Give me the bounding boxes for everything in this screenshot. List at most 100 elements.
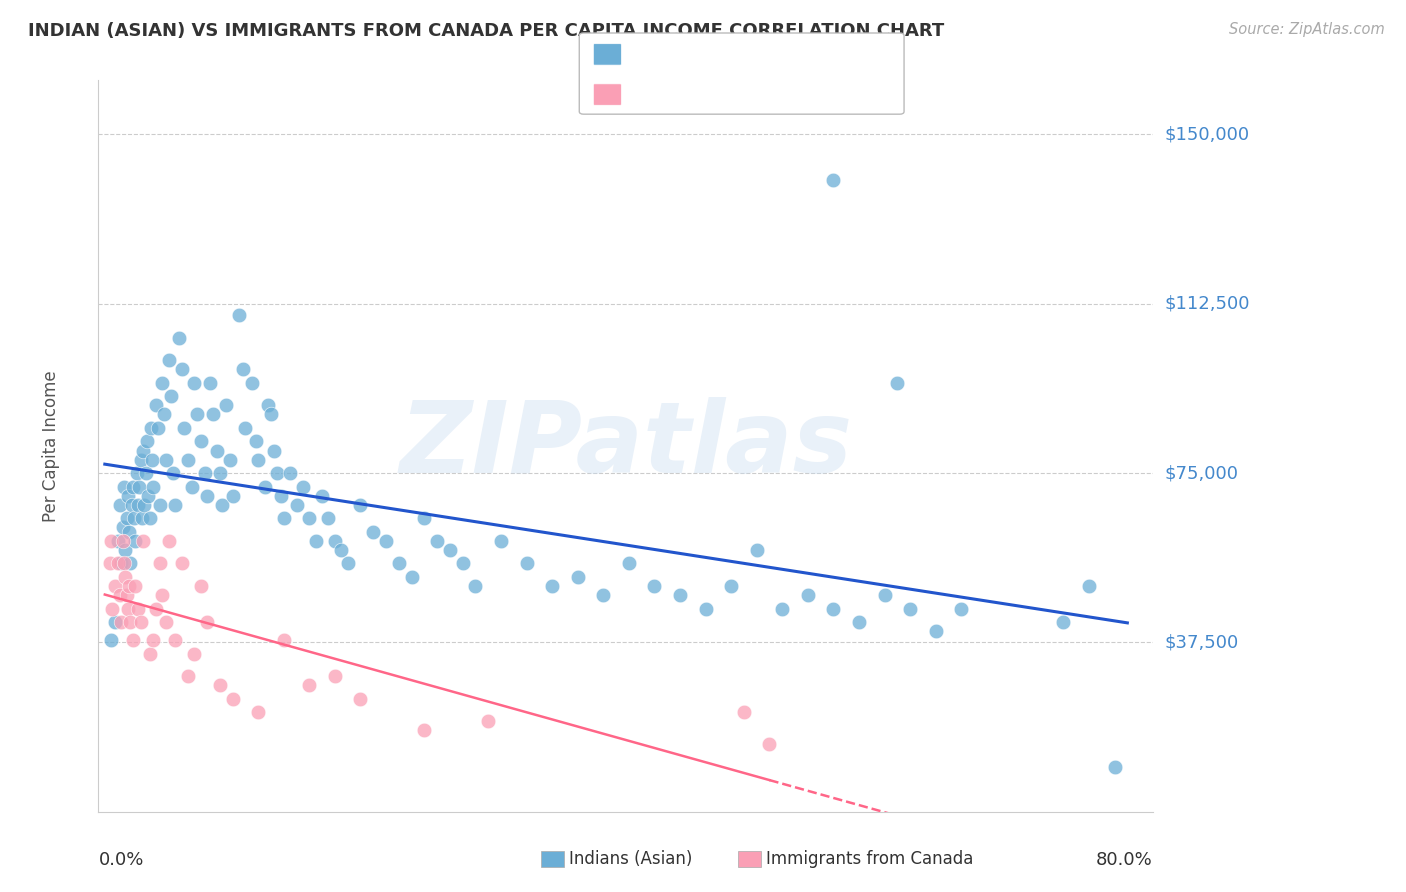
Point	[388, 557, 411, 571]
Point	[141, 452, 163, 467]
Point	[278, 466, 301, 480]
Point	[253, 480, 276, 494]
Point	[100, 533, 122, 548]
Point	[112, 480, 135, 494]
Point	[149, 498, 172, 512]
Point	[541, 579, 564, 593]
Point	[118, 524, 141, 539]
Point	[758, 737, 780, 751]
Point	[190, 434, 212, 449]
Point	[115, 588, 138, 602]
Point	[155, 615, 177, 629]
Point	[127, 601, 149, 615]
Point	[349, 498, 371, 512]
Point	[160, 389, 183, 403]
Point	[215, 398, 238, 412]
Point	[108, 588, 131, 602]
Point	[886, 376, 908, 390]
Point	[273, 633, 295, 648]
Text: $112,500: $112,500	[1164, 294, 1250, 313]
Point	[135, 466, 157, 480]
Point	[1052, 615, 1074, 629]
Point	[162, 466, 184, 480]
Point	[127, 498, 149, 512]
Point	[477, 714, 499, 729]
Point	[110, 557, 132, 571]
Point	[131, 511, 153, 525]
Point	[413, 511, 436, 525]
Point	[165, 498, 187, 512]
Point	[221, 691, 243, 706]
Point	[167, 331, 190, 345]
Point	[311, 489, 333, 503]
Text: 80.0%: 80.0%	[1097, 851, 1153, 869]
Point	[157, 353, 180, 368]
Point	[138, 511, 160, 525]
Text: R = -0.241   N =  43: R = -0.241 N = 43	[628, 86, 811, 103]
Point	[117, 601, 139, 615]
Point	[183, 376, 205, 390]
Point	[232, 362, 254, 376]
Point	[669, 588, 692, 602]
Point	[108, 498, 131, 512]
Point	[142, 633, 165, 648]
Point	[193, 466, 215, 480]
Text: $150,000: $150,000	[1164, 126, 1249, 144]
Point	[489, 533, 512, 548]
Point	[1104, 759, 1126, 773]
Point	[150, 376, 173, 390]
Text: Immigrants from Canada: Immigrants from Canada	[766, 850, 973, 868]
Point	[413, 723, 436, 738]
Point	[211, 498, 233, 512]
Point	[198, 376, 221, 390]
Point	[104, 579, 127, 593]
Point	[426, 533, 449, 548]
Text: 0.0%: 0.0%	[98, 851, 143, 869]
Point	[375, 533, 398, 548]
Point	[305, 533, 328, 548]
Point	[101, 601, 124, 615]
Point	[260, 408, 283, 422]
Point	[617, 557, 640, 571]
Point	[924, 624, 946, 639]
Point	[270, 489, 292, 503]
Point	[291, 480, 314, 494]
Point	[115, 511, 138, 525]
Text: $37,500: $37,500	[1164, 633, 1239, 651]
Point	[451, 557, 474, 571]
Point	[330, 542, 353, 557]
Point	[145, 398, 167, 412]
Point	[247, 706, 270, 720]
Point	[145, 601, 167, 615]
Point	[114, 542, 136, 557]
Point	[120, 615, 142, 629]
Point	[180, 480, 202, 494]
Point	[228, 308, 250, 322]
Point	[120, 557, 142, 571]
Point	[132, 443, 155, 458]
Point	[134, 498, 156, 512]
Point	[266, 466, 288, 480]
Text: INDIAN (ASIAN) VS IMMIGRANTS FROM CANADA PER CAPITA INCOME CORRELATION CHART: INDIAN (ASIAN) VS IMMIGRANTS FROM CANADA…	[28, 22, 945, 40]
Point	[219, 452, 242, 467]
Point	[183, 647, 205, 661]
Point	[797, 588, 820, 602]
Point	[157, 533, 180, 548]
Point	[848, 615, 870, 629]
Point	[273, 511, 295, 525]
Point	[111, 520, 134, 534]
Point	[124, 579, 146, 593]
Point	[720, 579, 742, 593]
Text: $75,000: $75,000	[1164, 464, 1239, 482]
Point	[170, 557, 193, 571]
Point	[745, 542, 768, 557]
Point	[142, 480, 165, 494]
Point	[152, 408, 174, 422]
Point	[257, 398, 280, 412]
Point	[439, 542, 461, 557]
Point	[149, 557, 172, 571]
Text: Per Capita Income: Per Capita Income	[42, 370, 60, 522]
Point	[195, 489, 218, 503]
Point	[323, 533, 346, 548]
Point	[148, 421, 170, 435]
